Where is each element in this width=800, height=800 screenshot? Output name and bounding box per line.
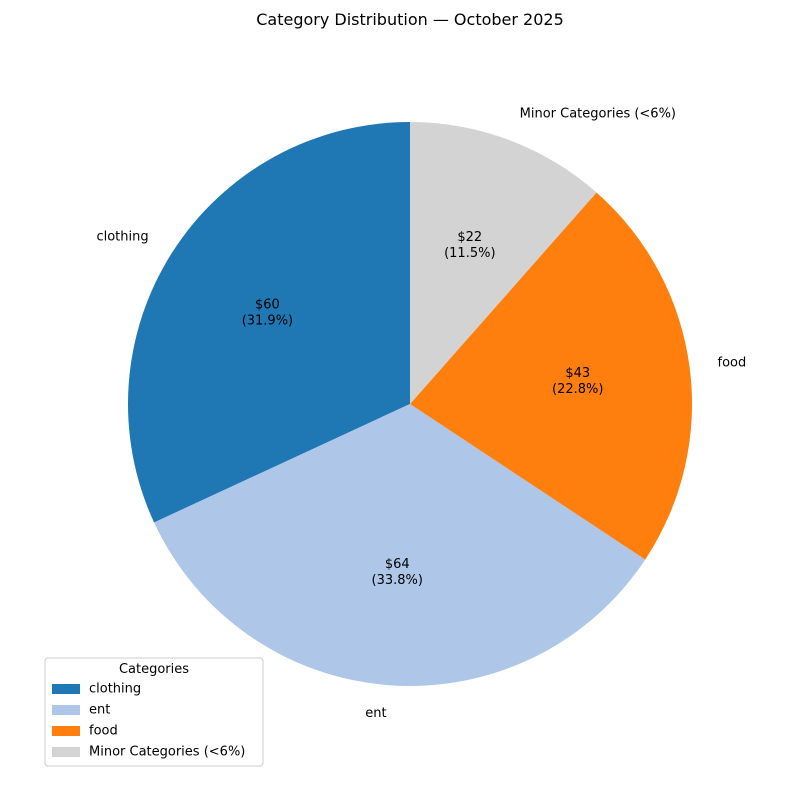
pie-slice-2 — [410, 192, 692, 560]
slice-value-labels: $60(31.9%) $64(33.8%) $43(22.8%) $22(11.5%) — [242, 230, 604, 588]
legend-swatch — [52, 747, 80, 757]
legend-swatch — [52, 684, 80, 694]
slice-percent-label: (31.9%) — [242, 313, 293, 328]
legend-title: Categories — [119, 662, 189, 677]
slice-value-label: $60 — [255, 297, 280, 312]
pie-slice-1 — [154, 404, 646, 686]
legend: Categories clothing ent food Minor Categori… — [44, 657, 264, 767]
pie-slice-3 — [410, 122, 597, 404]
legend-swatch — [52, 705, 80, 715]
legend-items: clothing ent food Minor Categories (<6%) — [52, 682, 245, 760]
legend-item-label: Minor Categories (<6%) — [89, 745, 245, 760]
chart-title: Category Distribution — October 2025 — [256, 10, 564, 29]
slice-label: food — [718, 356, 747, 371]
slice-label: Minor Categories (<6%) — [520, 106, 676, 121]
slice-label: ent — [365, 706, 386, 721]
slice-labels: clothing ent food Minor Categories (<6%) — [96, 106, 746, 720]
slice-percent-label: (22.8%) — [552, 382, 603, 397]
slice-value-label: $22 — [457, 230, 482, 245]
slice-percent-label: (33.8%) — [372, 573, 423, 588]
legend-item-label: clothing — [89, 682, 141, 697]
legend-item-label: food — [89, 724, 118, 739]
slice-label: clothing — [96, 229, 148, 244]
legend-item-label: ent — [89, 703, 110, 718]
slice-value-label: $64 — [385, 557, 410, 572]
slice-percent-label: (11.5%) — [444, 246, 495, 261]
pie-slices — [128, 122, 692, 686]
legend-frame — [44, 657, 264, 767]
pie-slice-0 — [128, 122, 410, 523]
legend-swatch — [52, 726, 80, 736]
slice-value-label: $43 — [565, 366, 590, 381]
